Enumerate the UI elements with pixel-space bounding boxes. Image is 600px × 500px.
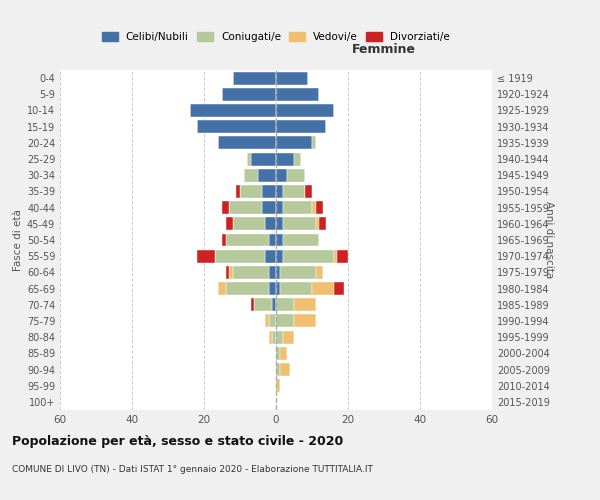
Bar <box>233 266 269 279</box>
Bar <box>276 363 280 376</box>
Bar <box>276 218 283 230</box>
Bar <box>218 282 226 295</box>
Text: Femmine: Femmine <box>352 44 416 57</box>
Y-axis label: Fasce di età: Fasce di età <box>13 209 23 271</box>
Bar <box>269 314 276 328</box>
Bar <box>276 298 294 311</box>
Bar <box>251 298 254 311</box>
Bar <box>262 201 276 214</box>
Bar <box>276 88 319 101</box>
Bar <box>316 201 323 214</box>
Bar <box>269 282 276 295</box>
Text: Popolazione per età, sesso e stato civile - 2020: Popolazione per età, sesso e stato civil… <box>12 435 343 448</box>
Bar <box>262 185 276 198</box>
Bar <box>244 169 258 181</box>
Bar <box>276 347 280 360</box>
Bar <box>276 104 334 117</box>
Bar <box>222 88 276 101</box>
Bar <box>305 185 312 198</box>
Bar <box>229 266 233 279</box>
Bar <box>240 185 262 198</box>
Bar <box>190 104 276 117</box>
Bar <box>287 169 305 181</box>
Bar <box>265 314 269 328</box>
Bar <box>272 330 276 344</box>
Bar <box>218 136 276 149</box>
Bar <box>283 201 312 214</box>
Bar <box>236 185 240 198</box>
Bar <box>269 266 276 279</box>
Bar <box>276 330 283 344</box>
Bar <box>276 234 283 246</box>
Bar <box>276 282 280 295</box>
Bar <box>226 218 233 230</box>
Bar <box>222 201 229 214</box>
Bar <box>283 234 319 246</box>
Bar <box>294 314 316 328</box>
Bar <box>258 169 276 181</box>
Bar <box>334 282 344 295</box>
Bar <box>276 201 283 214</box>
Bar <box>276 266 280 279</box>
Bar <box>251 152 276 166</box>
Bar <box>197 120 276 133</box>
Legend: Celibi/Nubili, Coniugati/e, Vedovi/e, Divorziati/e: Celibi/Nubili, Coniugati/e, Vedovi/e, Di… <box>98 28 454 46</box>
Bar <box>280 282 312 295</box>
Y-axis label: Anni di nascita: Anni di nascita <box>544 202 554 278</box>
Bar <box>226 282 269 295</box>
Bar <box>334 250 337 262</box>
Bar <box>272 298 276 311</box>
Bar <box>233 72 276 85</box>
Bar <box>276 120 326 133</box>
Bar <box>294 152 301 166</box>
Bar <box>280 347 287 360</box>
Bar <box>312 282 334 295</box>
Bar <box>265 218 276 230</box>
Bar <box>280 363 290 376</box>
Bar <box>312 136 316 149</box>
Bar <box>276 136 312 149</box>
Bar <box>269 234 276 246</box>
Bar <box>197 250 215 262</box>
Bar <box>276 250 283 262</box>
Bar <box>254 298 272 311</box>
Bar <box>276 185 283 198</box>
Text: COMUNE DI LIVO (TN) - Dati ISTAT 1° gennaio 2020 - Elaborazione TUTTITALIA.IT: COMUNE DI LIVO (TN) - Dati ISTAT 1° genn… <box>12 465 373 474</box>
Bar <box>226 266 229 279</box>
Bar <box>280 266 316 279</box>
Bar <box>312 201 316 214</box>
Bar <box>265 250 276 262</box>
Bar <box>229 201 262 214</box>
Bar <box>276 379 280 392</box>
Bar <box>316 218 319 230</box>
Bar <box>283 185 305 198</box>
Bar <box>226 234 269 246</box>
Bar <box>276 169 287 181</box>
Bar <box>269 330 272 344</box>
Bar <box>319 218 326 230</box>
Bar <box>233 218 265 230</box>
Bar <box>276 152 294 166</box>
Bar <box>215 250 265 262</box>
Bar <box>337 250 348 262</box>
Bar <box>294 298 316 311</box>
Bar <box>316 266 323 279</box>
Bar <box>283 330 294 344</box>
Bar <box>283 250 334 262</box>
Bar <box>276 314 294 328</box>
Bar <box>276 72 308 85</box>
Bar <box>222 234 226 246</box>
Bar <box>283 218 316 230</box>
Bar <box>247 152 251 166</box>
